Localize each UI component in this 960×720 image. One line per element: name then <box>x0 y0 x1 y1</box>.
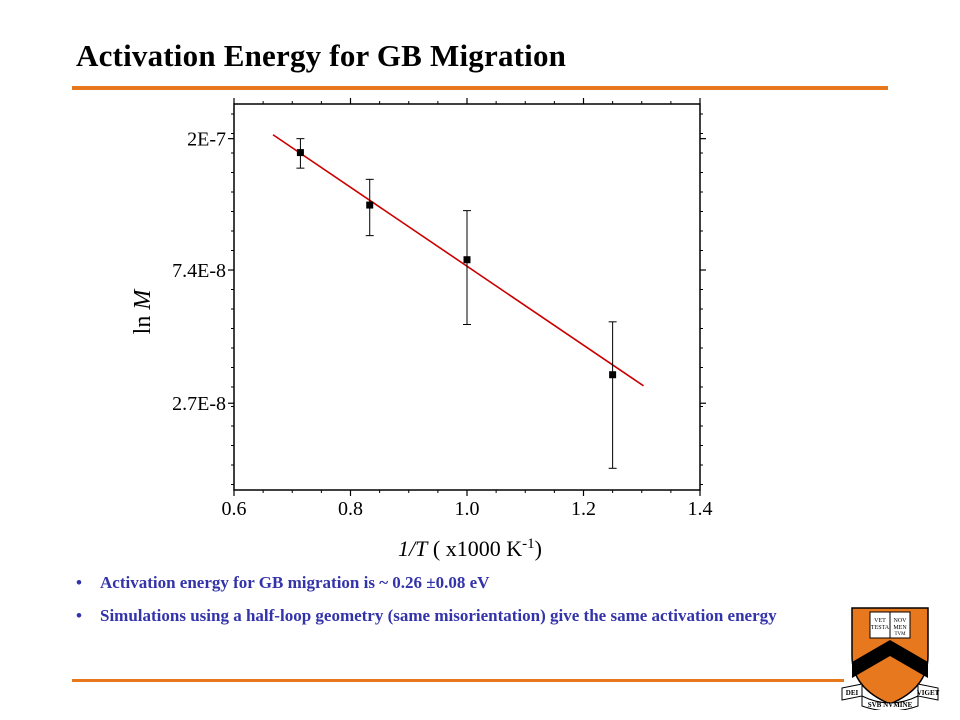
data-point <box>609 371 617 379</box>
y-tick-label: 2E-7 <box>187 129 226 151</box>
shield-chevron <box>852 640 928 678</box>
x-axis-label: 1/T ( x1000 K-1) <box>398 536 542 561</box>
x-axis-label-var: 1/T <box>398 536 429 561</box>
fit-line-group <box>272 134 644 387</box>
princeton-shield-icon: VET TESTA NOV MEN TVM DEI VIGET SVB NVMI… <box>841 607 940 710</box>
x-tick-label: 1.2 <box>571 498 596 520</box>
x-tick-label: 0.8 <box>338 498 363 520</box>
arrhenius-chart: 0.6 0.8 1.0 1.2 1.4 2E-7 7.4E-8 2.7E-8 1/T ( x1… <box>130 98 713 561</box>
data-point <box>463 256 471 264</box>
bullet-dot: • <box>76 573 82 592</box>
data-point <box>366 201 374 209</box>
y-tick-label: 7.4E-8 <box>172 260 226 282</box>
book-text-1: VET <box>874 618 886 624</box>
tick-labels: 0.6 0.8 1.0 1.2 1.4 2E-7 7.4E-8 2.7E-8 <box>172 129 712 520</box>
y-axis-label: ln M <box>130 288 156 335</box>
motto-right-text: VIGET <box>917 689 940 697</box>
book-text-4: MEN <box>893 625 907 631</box>
axis-ticks <box>228 98 706 496</box>
fit-line <box>272 134 644 387</box>
y-axis-label-var: M <box>130 288 156 311</box>
book-text-2: NOV <box>894 618 908 624</box>
data-point <box>296 149 304 157</box>
slide-title: Activation Energy for GB Migration <box>76 38 567 73</box>
y-tick-label: 2.7E-8 <box>172 393 226 415</box>
motto-ribbon-right <box>917 683 939 701</box>
y-axis-label-fn: ln <box>130 316 156 335</box>
bullet-text: Simulations using a half-loop geometry (… <box>100 606 777 625</box>
x-axis-label-sup: -1 <box>522 536 535 552</box>
bullet-item: • Activation energy for GB migration is ~… <box>76 572 836 593</box>
x-axis-label-unit: ( x1000 K <box>427 536 522 561</box>
data-points <box>296 138 617 469</box>
motto-left-text: DEI <box>846 689 859 697</box>
x-tick-label: 1.4 <box>688 498 713 520</box>
x-axis-label-close: ) <box>535 536 542 561</box>
motto-ribbon-center <box>861 695 919 710</box>
book-text-5: TVM <box>894 632 906 637</box>
title-underline <box>72 86 888 90</box>
book-text-3: TESTA <box>871 625 890 631</box>
x-tick-label: 1.0 <box>455 498 480 520</box>
motto-center-text: SVB NVMINE <box>868 701 913 709</box>
bullet-item: • Simulations using a half-loop geometry … <box>76 605 836 626</box>
bullet-text: Activation energy for GB migration is ~ … <box>100 573 490 592</box>
bullet-dot: • <box>76 606 82 625</box>
bullet-list: • Activation energy for GB migration is ~… <box>76 572 836 638</box>
x-tick-label: 0.6 <box>222 498 247 520</box>
footer-rule <box>72 679 844 682</box>
